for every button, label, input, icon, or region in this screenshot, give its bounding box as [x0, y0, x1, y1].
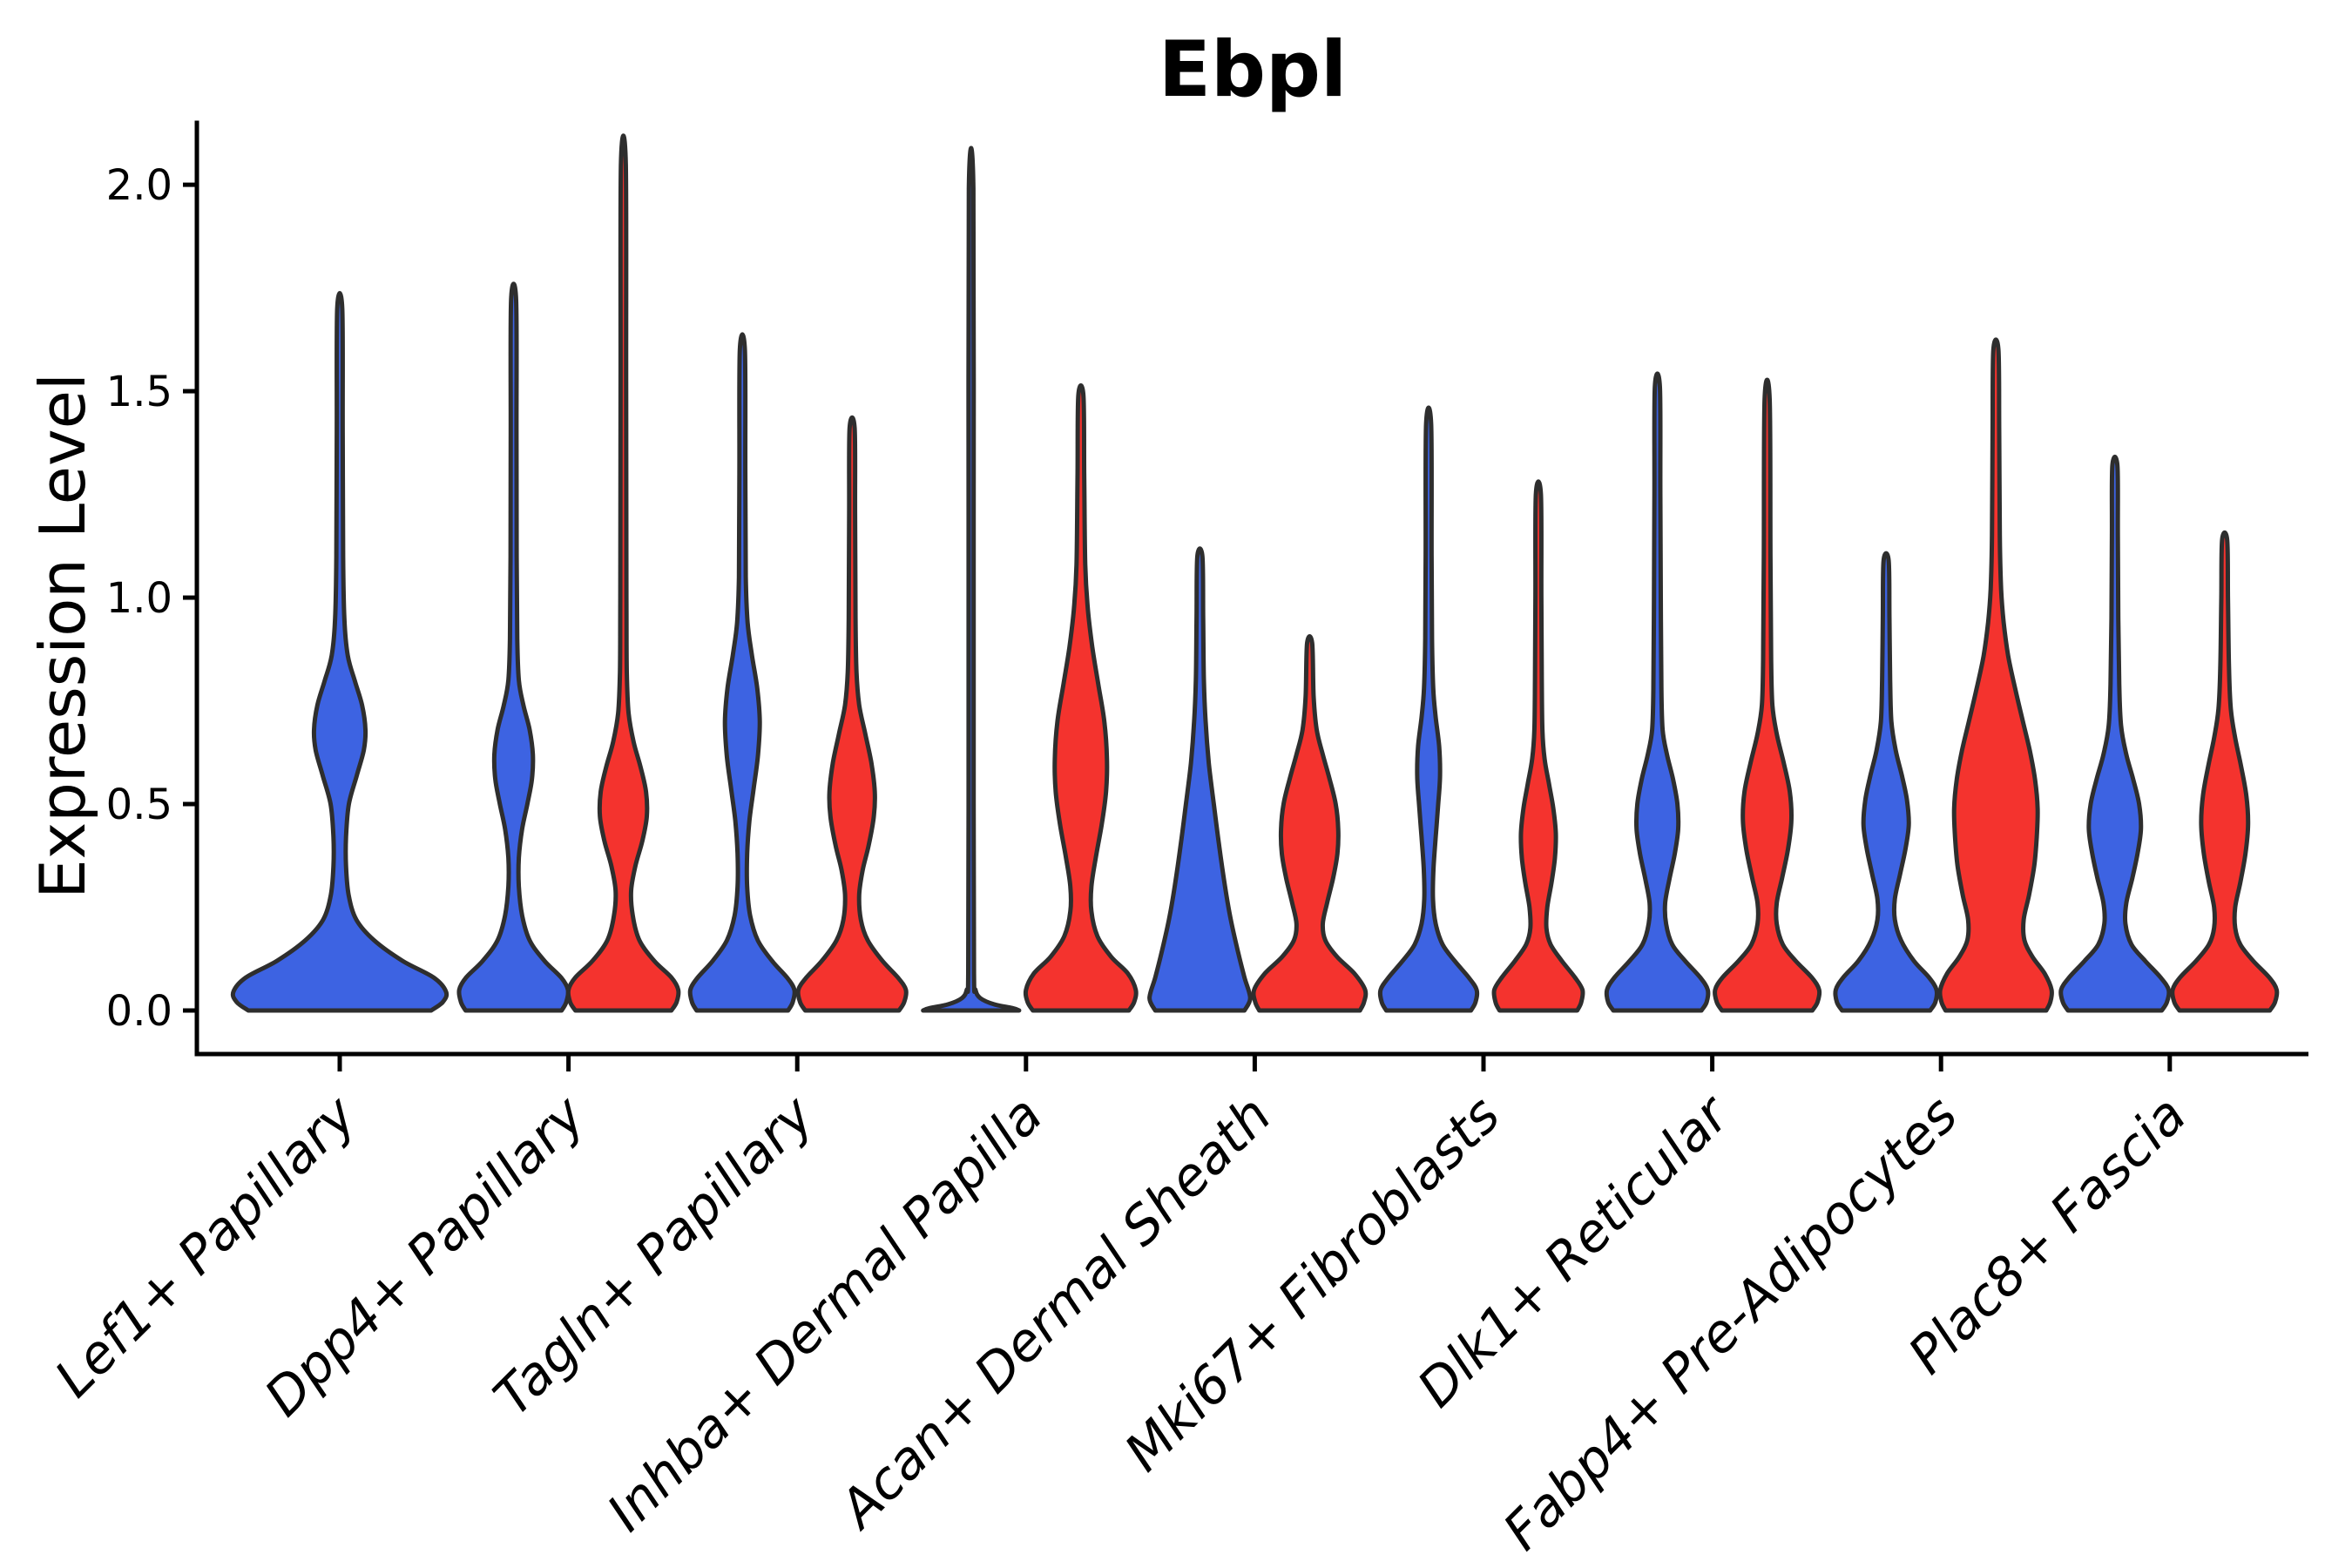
x-tick-label-fabp4-pre-adipocytes: Fabp4+ Pre-Adipocytes [1492, 1085, 1970, 1562]
page-title: Ebpl [1158, 24, 1348, 114]
violin-dlk1-reticular-red [1713, 377, 1822, 1013]
y-tick-label-0.0: 0.0 [106, 987, 172, 1036]
violin-dlk1-reticular-blue [1604, 371, 1711, 1013]
violin-tagln-papillary-blue [687, 332, 797, 1013]
violin-tagln-papillary-red [795, 415, 909, 1013]
violin-inhba-dermal-papilla-red [1023, 383, 1139, 1013]
violin-mki67-fibroblasts-red [1491, 479, 1585, 1013]
violin-acan-dermal-sheath-red [1251, 633, 1369, 1013]
x-tick-label-inhba-dermal-papilla: Inhba+ Dermal Papilla [596, 1085, 1054, 1543]
violin-plac8-fascia-blue [2058, 454, 2172, 1013]
x-tick-label-acan-dermal-sheath: Acan+ Dermal Sheath [826, 1085, 1283, 1542]
violin-dpp4-papillary-blue [456, 281, 571, 1013]
violin-mki67-fibroblasts-blue [1377, 405, 1480, 1013]
violin-inhba-dermal-papilla-blue [921, 145, 1022, 1013]
violin-fabp4-pre-adipocytes-red [1937, 337, 2054, 1013]
violin-lef1-papillary-blue [230, 291, 449, 1013]
y-tick-label-2.0: 2.0 [106, 161, 172, 210]
y-tick-label-0.5: 0.5 [106, 781, 172, 829]
violin-acan-dermal-sheath-blue [1147, 546, 1253, 1013]
violin-dpp4-papillary-red [565, 133, 681, 1013]
y-tick-label-1.0: 1.0 [106, 574, 172, 623]
violin-fabp4-pre-adipocytes-blue [1833, 551, 1939, 1013]
x-tick-label-mki67-fibroblasts: Mki67+ Fibroblasts [1113, 1085, 1512, 1484]
y-tick-label-1.5: 1.5 [106, 368, 172, 416]
violin-plac8-fascia-red [2170, 530, 2280, 1013]
